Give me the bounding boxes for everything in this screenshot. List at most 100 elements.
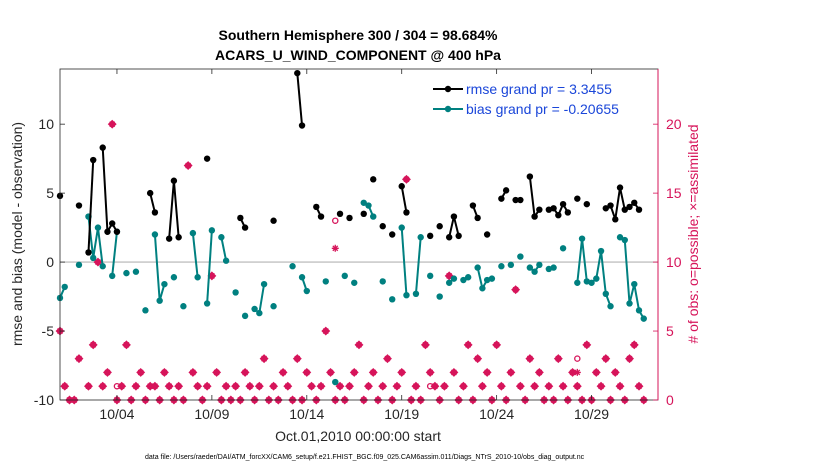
bias-point bbox=[474, 264, 481, 271]
rmse-point bbox=[474, 214, 481, 222]
legend-bias-marker bbox=[444, 105, 452, 113]
bias-point bbox=[417, 234, 424, 241]
obs-assimilated-marker bbox=[378, 381, 388, 391]
obs-assimilated-marker bbox=[131, 381, 141, 391]
obs-assimilated-marker bbox=[482, 367, 492, 377]
rmse-point bbox=[104, 228, 111, 235]
bias-point bbox=[161, 280, 168, 288]
bias-point bbox=[517, 253, 524, 260]
obs-assimilated-marker bbox=[159, 367, 169, 377]
bias-point bbox=[365, 202, 372, 209]
bias-point bbox=[640, 315, 647, 322]
rmse-point bbox=[626, 203, 633, 211]
y-tick-label: -10 bbox=[34, 392, 54, 408]
obs-star-marker bbox=[573, 368, 581, 376]
bias-point bbox=[597, 247, 605, 255]
obs-assimilated-marker bbox=[449, 367, 459, 377]
obs-assimilated-marker bbox=[254, 381, 264, 391]
obs-assimilated-marker bbox=[349, 367, 359, 377]
bias-line bbox=[206, 230, 213, 304]
obs-assimilated-marker bbox=[183, 161, 193, 170]
rmse-line bbox=[400, 186, 408, 213]
bias-point bbox=[370, 213, 377, 220]
obs-assimilated-marker bbox=[307, 381, 316, 391]
y2-tick-label: 15 bbox=[666, 185, 682, 201]
obs-assimilated-marker bbox=[88, 340, 98, 350]
bias-point bbox=[588, 279, 595, 286]
rmse-point bbox=[113, 228, 121, 235]
bias-point bbox=[189, 229, 197, 237]
rmse-point bbox=[175, 234, 182, 241]
bias-point bbox=[460, 276, 467, 284]
obs-possible-marker bbox=[574, 355, 581, 362]
obs-assimilated-marker bbox=[463, 340, 473, 350]
obs-assimilated-marker bbox=[625, 354, 634, 364]
bias-point bbox=[222, 257, 230, 264]
obs-assimilated-marker bbox=[572, 381, 582, 391]
obs-assimilated-marker bbox=[439, 381, 449, 391]
y-tick-label: 10 bbox=[38, 116, 54, 132]
obs-assimilated-marker bbox=[245, 381, 255, 391]
x-tick-label: 10/24 bbox=[479, 406, 514, 422]
obs-assimilated-marker bbox=[430, 381, 440, 391]
rmse-point bbox=[109, 220, 116, 227]
rmse-point bbox=[635, 206, 643, 213]
bias-point bbox=[626, 300, 633, 307]
bias-point bbox=[631, 280, 638, 288]
obs-assimilated-marker bbox=[615, 381, 625, 391]
rmse-point bbox=[90, 156, 97, 164]
bias-point bbox=[389, 296, 396, 303]
obs-assimilated-marker bbox=[530, 381, 540, 391]
y2-tick-label: 10 bbox=[666, 254, 682, 270]
obs-assimilated-marker bbox=[193, 381, 203, 391]
obs-assimilated-marker bbox=[121, 340, 131, 350]
bias-line bbox=[111, 231, 118, 276]
bias-point bbox=[574, 279, 581, 286]
rmse-line bbox=[296, 73, 304, 126]
rmse-point bbox=[85, 249, 92, 256]
bias-point bbox=[298, 274, 306, 281]
obs-assimilated-marker bbox=[221, 381, 231, 391]
rmse-point bbox=[445, 234, 453, 241]
rmse-point bbox=[555, 211, 562, 219]
rmse-point bbox=[450, 213, 458, 220]
obs-assimilated-marker bbox=[60, 381, 70, 391]
legend: rmse grand pr = 3.3455 bias grand pr = -… bbox=[428, 77, 653, 121]
obs-assimilated-marker bbox=[397, 367, 407, 377]
obs-assimilated-marker bbox=[278, 367, 288, 377]
rmse-point bbox=[403, 209, 410, 216]
bias-point bbox=[351, 279, 358, 286]
bias-point bbox=[488, 275, 496, 282]
chart-title: Southern Hemisphere 300 / 304 = 98.684% bbox=[219, 27, 499, 43]
bias-point bbox=[75, 261, 83, 269]
obs-assimilated-marker bbox=[240, 367, 250, 377]
y2-tick-label: 0 bbox=[666, 392, 674, 408]
bias-point bbox=[436, 293, 443, 300]
y-tick-label: 0 bbox=[46, 254, 54, 270]
obs-assimilated-marker bbox=[392, 381, 402, 391]
rmse-point bbox=[389, 231, 396, 238]
rmse-point bbox=[616, 184, 624, 191]
bias-point bbox=[607, 303, 614, 310]
bias-point bbox=[142, 307, 149, 314]
obs-assimilated-marker bbox=[553, 354, 563, 364]
bias-point bbox=[218, 234, 225, 241]
x-tick-label: 10/14 bbox=[289, 406, 324, 422]
obs-assimilated-marker bbox=[207, 271, 217, 281]
rmse-line bbox=[87, 159, 95, 253]
obs-assimilated-marker bbox=[103, 367, 112, 377]
obs-assimilated-marker bbox=[506, 367, 516, 377]
bias-point bbox=[332, 378, 339, 386]
y-axis-label: rmse and bias (model - observation) bbox=[9, 122, 25, 346]
obs-assimilated-marker bbox=[634, 381, 644, 391]
obs-assimilated-marker bbox=[117, 381, 127, 391]
x-tick-label: 10/09 bbox=[194, 406, 229, 422]
obs-assimilated-marker bbox=[259, 354, 269, 364]
bias-point bbox=[593, 275, 600, 282]
bias-point bbox=[61, 283, 68, 291]
bias-point bbox=[621, 236, 628, 244]
bias-point bbox=[123, 269, 130, 277]
bias-point bbox=[559, 245, 567, 252]
rmse-point bbox=[531, 213, 538, 220]
